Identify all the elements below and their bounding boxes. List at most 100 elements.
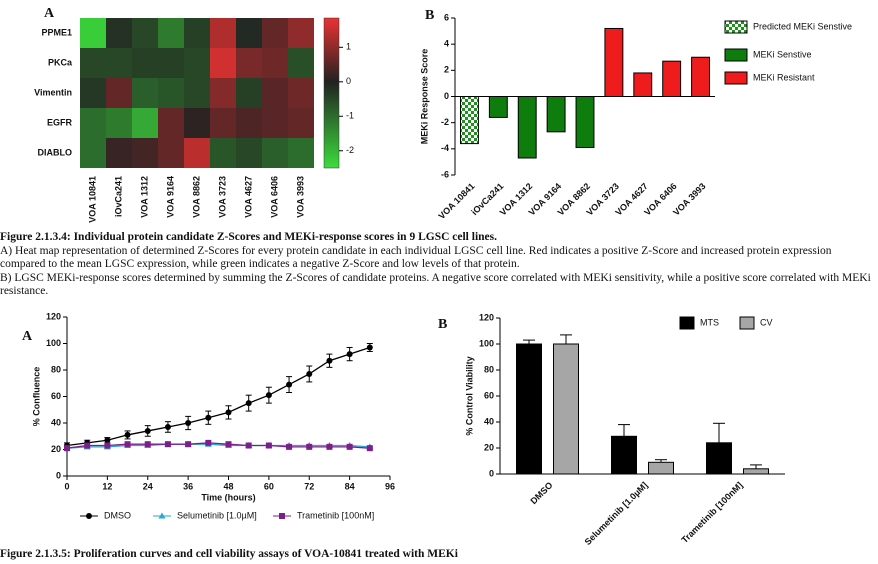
legend-marker (279, 513, 285, 519)
column-label: VOA 4627 (243, 176, 253, 218)
heat-cell (132, 48, 158, 78)
series-line (66, 442, 370, 449)
marker (326, 357, 333, 364)
heat-cell (106, 108, 132, 138)
marker (205, 414, 212, 421)
column-label: VOA 8862 (191, 176, 201, 218)
bar (691, 56, 711, 97)
heat-cell (236, 108, 262, 138)
bar (459, 96, 479, 145)
panel-label: A (44, 6, 55, 21)
heat-cell (288, 108, 314, 138)
heat-cell (184, 78, 210, 108)
x-tick-label: Trametinib [100nM] (680, 480, 745, 545)
marker (64, 445, 70, 452)
heat-cell (158, 138, 184, 168)
marker (346, 443, 353, 450)
heat-cell (80, 108, 106, 138)
marker (265, 392, 272, 399)
legend-label: DMSO (104, 510, 131, 520)
marker (225, 409, 232, 416)
panel-label: A (22, 329, 33, 344)
y-axis-label: % Control Viability (464, 356, 474, 435)
bar (648, 461, 674, 475)
series-line (66, 346, 371, 447)
legend-label: MEKi Resistant (753, 72, 815, 82)
marker (124, 441, 131, 448)
y-tick-label: 120 (46, 311, 61, 321)
column-label: VOA 1312 (139, 176, 149, 218)
error-bar (560, 334, 572, 344)
bar (575, 96, 595, 149)
colorbar-tick-label: -2 (346, 145, 354, 155)
heat-cell (158, 48, 184, 78)
heat-cell (288, 138, 314, 168)
marker (144, 427, 151, 434)
heat-cell (80, 18, 106, 48)
heat-cell (80, 138, 106, 168)
heat-cell (80, 48, 106, 78)
legend-label: CV (760, 317, 773, 327)
x-tick-label: 96 (385, 481, 395, 491)
colorbar (323, 17, 340, 169)
caption-title: Figure 2.1.3.4: Individual protein candi… (0, 231, 497, 243)
caption-line: A) Heat map representation of determined… (0, 244, 832, 271)
marker (104, 437, 111, 444)
x-tick-label: 0 (64, 481, 69, 491)
heat-cell (106, 78, 132, 108)
colorbar-tick-label: 1 (346, 42, 351, 52)
bar (517, 96, 537, 159)
bar (553, 343, 579, 475)
marker (104, 442, 111, 449)
column-label: VOA 6406 (269, 176, 279, 218)
row-label: EGFR (47, 117, 73, 127)
column-label: VOA 10841 (87, 176, 97, 223)
panel-label: B (425, 8, 434, 23)
marker (346, 351, 353, 358)
marker (286, 443, 293, 450)
y-tick-label: 0 (489, 468, 494, 478)
heat-cell (132, 18, 158, 48)
x-tick-label: 36 (183, 481, 193, 491)
heat-cell (80, 78, 106, 108)
legend-label: MEKi Senstive (753, 49, 812, 59)
row-label: PPME1 (41, 27, 72, 37)
y-tick-label: 20 (51, 444, 61, 454)
bar (604, 27, 624, 97)
column-label: VOA 3723 (217, 176, 227, 218)
heat-cell (288, 48, 314, 78)
marker (245, 400, 252, 407)
series-line (66, 443, 370, 449)
marker (124, 431, 131, 438)
marker (205, 439, 212, 446)
marker (366, 344, 373, 351)
column-label: VOA 3993 (295, 176, 305, 218)
legend-swatch (724, 48, 748, 62)
heat-cell (132, 138, 158, 168)
y-tick-label: 6 (444, 12, 449, 22)
legend-swatch (724, 71, 748, 85)
bar (488, 96, 508, 118)
heat-cell (262, 18, 288, 48)
marker (306, 443, 313, 450)
y-tick-label: -4 (441, 143, 449, 153)
heat-cell (106, 48, 132, 78)
marker (144, 441, 151, 448)
marker (84, 442, 91, 449)
x-tick-label: 60 (264, 481, 274, 491)
colorbar-tick-label: 0 (346, 76, 351, 86)
heat-cell (184, 138, 210, 168)
marker (306, 370, 313, 377)
bar (516, 343, 542, 475)
heat-cell (132, 108, 158, 138)
row-label: Vimentin (34, 87, 72, 97)
y-tick-label: 0 (56, 470, 61, 480)
legend-label: Trametinib [100nM] (297, 510, 374, 520)
bar (662, 60, 682, 97)
x-tick-label: Selumetinib [1.0µM] (583, 480, 650, 547)
x-axis-label: Time (hours) (201, 492, 255, 502)
y-axis-label: % Confluence (31, 367, 41, 427)
x-tick-label: VOA 10841 (436, 181, 476, 221)
legend-swatch (679, 316, 695, 330)
